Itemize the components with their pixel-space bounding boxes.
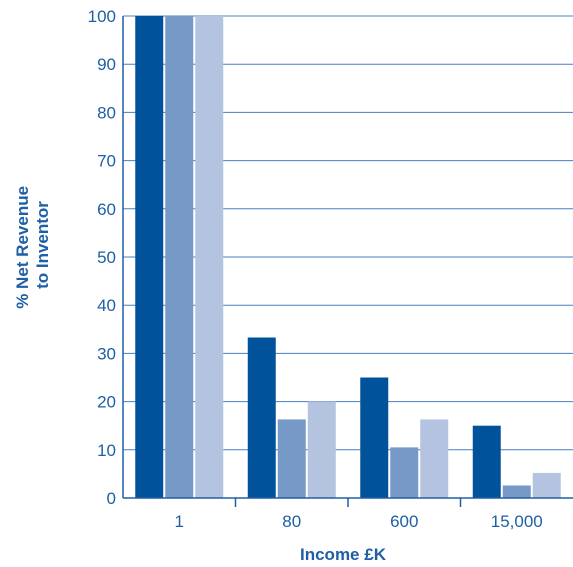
x-tick-label: 1: [175, 512, 184, 531]
y-tick-label: 100: [88, 7, 116, 26]
bar-600-series-3: [420, 419, 449, 498]
bar-15000-series-2: [502, 485, 531, 498]
y-tick-label: 50: [97, 248, 116, 267]
y-tick-label: 0: [107, 489, 116, 508]
x-tick-labels: 1 80 600 15,000: [175, 498, 543, 531]
y-axis-title-line-1: % Net Revenue: [13, 186, 32, 309]
x-tick-label: 15,000: [491, 512, 543, 531]
y-axis-title: % Net Revenue to Inventor: [13, 181, 52, 309]
y-axis-title-line-2: to Inventor: [33, 201, 52, 289]
y-tick-label: 60: [97, 200, 116, 219]
bars: [135, 16, 561, 498]
bar-80-series-1: [247, 337, 276, 498]
y-tick-label: 80: [97, 103, 116, 122]
bar-600-series-2: [390, 447, 419, 498]
x-tick-label: 80: [282, 512, 301, 531]
bar-80-series-2: [277, 419, 306, 498]
y-tick-label: 40: [97, 296, 116, 315]
bar-15000-series-3: [532, 472, 561, 498]
x-tick-label: 600: [390, 512, 418, 531]
x-axis-title: Income £K: [300, 545, 387, 564]
y-tick-label: 10: [97, 441, 116, 460]
bar-600-series-1: [360, 377, 389, 498]
bar-1-series-2: [165, 16, 194, 498]
bar-80-series-3: [307, 401, 336, 498]
bar-15000-series-1: [472, 425, 501, 498]
bar-1-series-3: [195, 16, 224, 498]
bar-1-series-1: [135, 16, 164, 498]
y-tick-labels: 0 10 20 30 40 50 60 70 80 90 100: [88, 7, 116, 508]
y-tick-label: 90: [97, 55, 116, 74]
y-tick-label: 70: [97, 152, 116, 171]
y-tick-label: 20: [97, 393, 116, 412]
y-tick-label: 30: [97, 344, 116, 363]
